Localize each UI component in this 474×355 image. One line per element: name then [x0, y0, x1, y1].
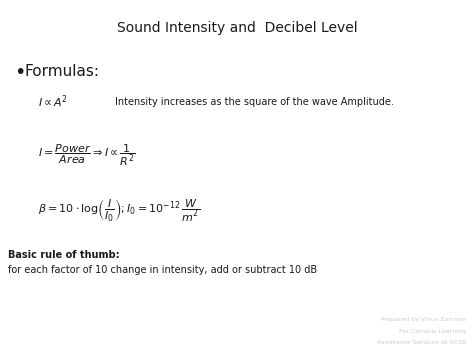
Text: $I = \dfrac{\mathit{Power}}{\mathit{Area}} \Rightarrow I \propto \dfrac{1}{R^2}$: $I = \dfrac{\mathit{Power}}{\mathit{Area… [38, 142, 136, 168]
Text: Prepared by Vince Zarcone: Prepared by Vince Zarcone [381, 317, 466, 322]
Text: $\beta = 10 \cdot \log\!\left(\dfrac{I}{I_0}\right); I_0 = 10^{-12}\, \dfrac{W}{: $\beta = 10 \cdot \log\!\left(\dfrac{I}{… [38, 197, 200, 223]
Text: Assistance Services at UCSB: Assistance Services at UCSB [377, 339, 466, 344]
Text: for each factor of 10 change in intensity, add or subtract 10 dB: for each factor of 10 change in intensit… [8, 265, 317, 275]
Text: Sound Intensity and  Decibel Level: Sound Intensity and Decibel Level [117, 21, 357, 35]
Text: $I \propto A^2$: $I \propto A^2$ [38, 94, 68, 110]
Text: Intensity increases as the square of the wave Amplitude.: Intensity increases as the square of the… [115, 97, 394, 107]
Text: Basic rule of thumb:: Basic rule of thumb: [8, 250, 119, 260]
Text: Formulas:: Formulas: [25, 65, 100, 80]
Text: For Campus Learning: For Campus Learning [399, 328, 466, 333]
Text: •: • [14, 62, 26, 82]
